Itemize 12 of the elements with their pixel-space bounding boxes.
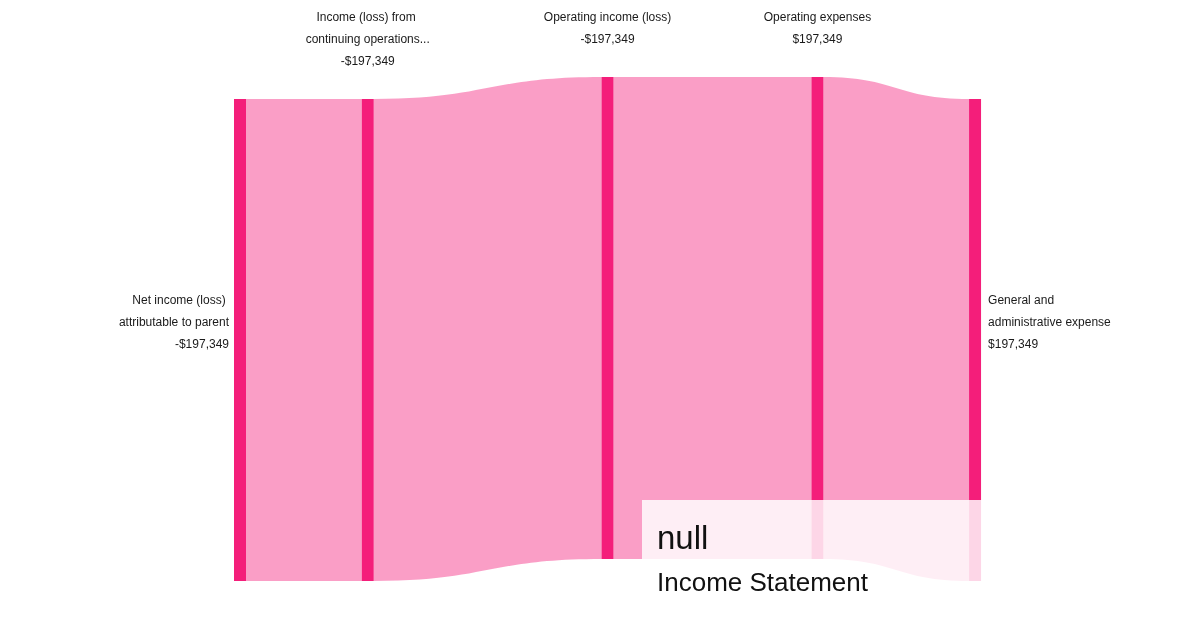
text: Income Statement xyxy=(657,567,868,599)
data-label: -$197,349 xyxy=(580,32,635,46)
data-label: -$197,349 xyxy=(174,337,230,351)
text: null xyxy=(657,518,709,558)
category-label: General and administrative expense xyxy=(988,293,1112,329)
category-label: Net income (loss) attributable to parent xyxy=(118,293,230,329)
data-label: -$197,349 xyxy=(340,54,396,68)
category-label: Operating income (loss) xyxy=(543,10,672,24)
category-label: Operating expenses xyxy=(763,10,872,24)
data-label: $197,349 xyxy=(792,32,843,46)
category-label: Income (loss) from continuing operations... xyxy=(305,10,430,46)
data-label: $197,349 xyxy=(988,337,1039,351)
